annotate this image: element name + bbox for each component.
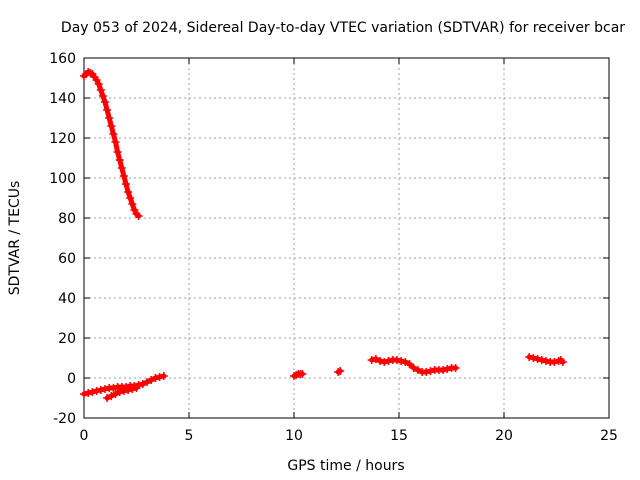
data-point bbox=[443, 365, 452, 373]
y-tick-label: 20 bbox=[58, 331, 76, 347]
data-point bbox=[94, 80, 103, 88]
data-point bbox=[147, 376, 156, 384]
data-point bbox=[151, 374, 160, 382]
data-point bbox=[128, 200, 137, 208]
data-point bbox=[155, 373, 164, 381]
data-point bbox=[542, 357, 550, 365]
data-point bbox=[111, 138, 120, 146]
data-point bbox=[128, 385, 137, 393]
data-point bbox=[392, 356, 401, 364]
data-point bbox=[84, 389, 93, 397]
y-axis-label: SDTVAR / TECUs bbox=[7, 181, 23, 296]
data-point bbox=[124, 386, 133, 394]
data-point bbox=[115, 388, 124, 396]
gridlines bbox=[84, 58, 609, 418]
data-point bbox=[380, 358, 389, 366]
series-segment bbox=[80, 68, 143, 220]
data-point bbox=[88, 388, 97, 396]
data-point bbox=[384, 357, 393, 365]
data-point bbox=[119, 387, 128, 395]
data-point bbox=[298, 370, 307, 378]
y-tick-label: 140 bbox=[49, 91, 76, 107]
data-point bbox=[115, 156, 124, 164]
data-point bbox=[405, 360, 414, 368]
data-point bbox=[101, 98, 109, 106]
data-point bbox=[103, 394, 112, 402]
data-point bbox=[413, 366, 422, 374]
data-point bbox=[111, 390, 120, 398]
y-tick-label: -20 bbox=[53, 411, 76, 427]
data-point bbox=[126, 194, 135, 202]
x-tick-label: 0 bbox=[80, 428, 89, 444]
series-segment bbox=[103, 384, 141, 402]
series-segment bbox=[367, 355, 460, 376]
y-tick-label: 80 bbox=[58, 211, 76, 227]
data-point bbox=[426, 367, 435, 375]
data-point bbox=[143, 378, 151, 386]
data-point bbox=[529, 354, 538, 362]
data-point bbox=[98, 92, 107, 100]
data-point bbox=[537, 356, 546, 364]
x-axis: 0 5 10 15 20 25 bbox=[80, 58, 618, 444]
data-point bbox=[439, 366, 448, 374]
data-point bbox=[96, 386, 105, 394]
data-point bbox=[422, 368, 431, 376]
data-point bbox=[107, 392, 116, 400]
data-point bbox=[451, 364, 460, 372]
series-segment bbox=[290, 370, 307, 380]
x-tick-label: 20 bbox=[495, 428, 513, 444]
data-point bbox=[132, 384, 141, 392]
y-tick-label: 0 bbox=[67, 371, 76, 387]
data-point bbox=[92, 387, 101, 395]
data-point bbox=[103, 106, 112, 114]
data-point bbox=[397, 357, 406, 365]
data-point bbox=[367, 356, 376, 364]
y-tick-label: 100 bbox=[49, 171, 76, 187]
data-point bbox=[107, 122, 116, 130]
data-point bbox=[409, 364, 418, 372]
data-point bbox=[134, 212, 143, 220]
y-tick-label: 160 bbox=[49, 51, 76, 67]
x-axis-label: GPS time / hours bbox=[287, 458, 404, 474]
data-point bbox=[124, 188, 133, 196]
data-point bbox=[159, 372, 168, 380]
data-point bbox=[376, 357, 385, 365]
data-point bbox=[119, 172, 128, 180]
y-tick-label: 120 bbox=[49, 131, 76, 147]
data-point bbox=[101, 385, 109, 393]
data-point bbox=[533, 355, 542, 363]
data-point bbox=[117, 164, 126, 172]
data-point bbox=[109, 130, 118, 138]
data-point bbox=[105, 114, 114, 122]
plot-frame bbox=[83, 57, 610, 419]
data-point bbox=[122, 180, 130, 188]
data-point bbox=[371, 355, 380, 363]
chart-title: Day 053 of 2024, Sidereal Day-to-day VTE… bbox=[61, 20, 625, 36]
data-point bbox=[113, 148, 122, 156]
y-tick-label: 60 bbox=[58, 251, 76, 267]
data-point bbox=[525, 353, 534, 361]
data-point bbox=[96, 86, 105, 94]
data-point bbox=[336, 367, 345, 375]
data-point bbox=[401, 358, 410, 366]
data-point bbox=[138, 380, 147, 388]
x-tick-label: 5 bbox=[185, 428, 194, 444]
series-segment bbox=[334, 367, 345, 376]
x-tick-label: 10 bbox=[285, 428, 303, 444]
data-point bbox=[558, 358, 567, 366]
data-point bbox=[109, 384, 118, 392]
data-points bbox=[80, 68, 567, 402]
series-segment bbox=[525, 353, 567, 366]
y-tick-label: 40 bbox=[58, 291, 76, 307]
data-point bbox=[80, 390, 88, 398]
data-point bbox=[550, 358, 559, 366]
x-tick-label: 15 bbox=[390, 428, 408, 444]
x-tick-label: 25 bbox=[600, 428, 618, 444]
y-axis: -20 0 20 40 60 80 100 120 140 160 bbox=[49, 51, 609, 427]
